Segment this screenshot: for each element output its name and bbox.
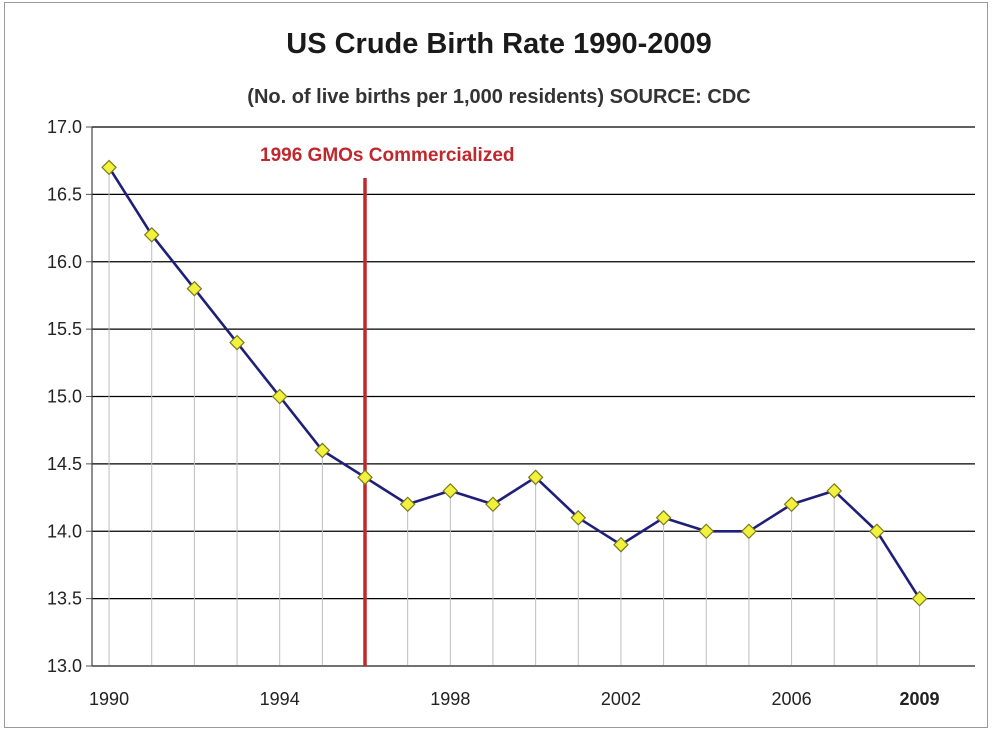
data-point [911, 590, 928, 607]
y-tick-label: 15.5 [47, 319, 82, 339]
annotation-label: 1996 GMOs Commercialized [260, 145, 515, 166]
gridlines [92, 126, 975, 667]
data-point [357, 469, 373, 486]
drop-lines [108, 167, 921, 666]
axes [86, 126, 975, 667]
data-point [271, 388, 288, 405]
x-tick-label: 2002 [601, 689, 641, 709]
data-point [741, 523, 757, 540]
y-tick-label: 13.0 [47, 656, 82, 676]
y-tick-label: 16.0 [47, 252, 82, 272]
x-tick-label: 1998 [430, 689, 470, 709]
data-point [570, 509, 587, 526]
data-point [314, 442, 331, 459]
data-point [613, 536, 629, 553]
data-point [101, 159, 117, 176]
data-point [869, 523, 885, 540]
y-tick-label: 14.0 [47, 521, 82, 541]
data-point [186, 280, 203, 297]
data-point [527, 469, 544, 486]
y-tick-label: 13.5 [47, 589, 82, 609]
y-tick-label: 14.5 [47, 454, 82, 474]
chart-title: US Crude Birth Rate 1990-2009 [286, 28, 712, 60]
y-tick-label: 17.0 [47, 117, 82, 137]
y-tick-label: 15.0 [47, 387, 82, 407]
y-tick-labels: 13.0 13.5 14.0 14.5 15.0 15.5 16.0 16.5 17.0 [47, 117, 82, 676]
x-tick-labels: 1990 1994 1998 2002 2006 2009 [89, 689, 940, 709]
x-tick-label: 2006 [772, 689, 812, 709]
x-tick-label: 1994 [260, 689, 300, 709]
x-tick-label: 1990 [89, 689, 129, 709]
data-point [655, 509, 672, 526]
data-point [399, 496, 416, 513]
series-layer [101, 159, 928, 607]
data-point [826, 482, 843, 499]
data-point [783, 496, 800, 513]
data-point [698, 523, 715, 540]
data-point [229, 334, 245, 351]
x-tick-label: 2009 [900, 689, 940, 709]
chart-subtitle: (No. of live births per 1,000 residents)… [247, 86, 751, 108]
chart-frame [4, 2, 988, 728]
data-point [442, 482, 459, 499]
series-line [108, 166, 921, 600]
annotation-layer: 1996 GMOs Commercialized [260, 145, 515, 666]
data-point [485, 496, 501, 513]
y-tick-label: 16.5 [47, 184, 82, 204]
data-point [143, 226, 160, 243]
